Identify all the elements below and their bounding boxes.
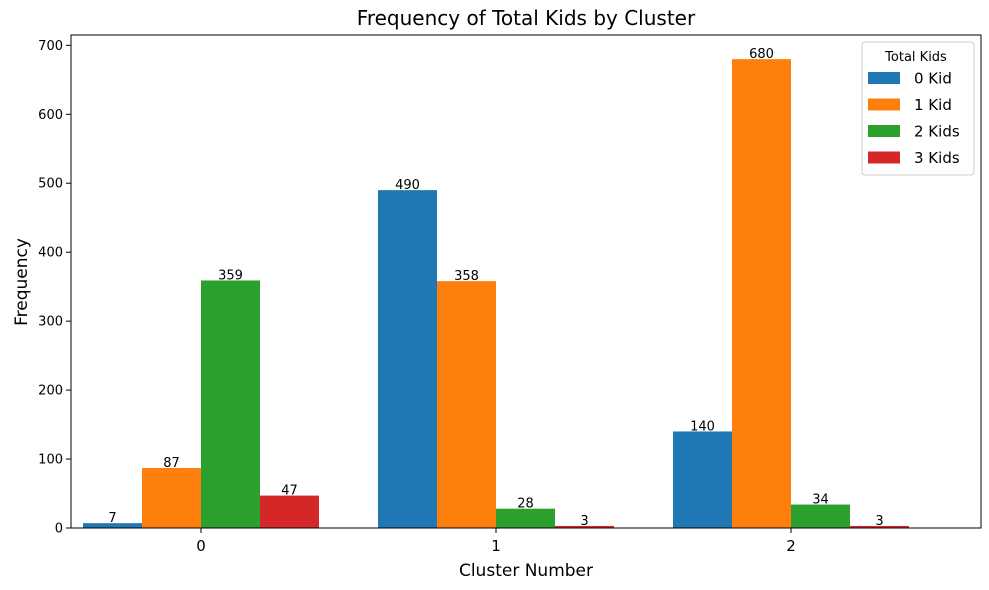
bar: [732, 59, 791, 528]
data-label: 358: [454, 269, 479, 284]
data-label: 680: [749, 47, 774, 62]
x-tick-label: 2: [786, 537, 796, 555]
legend-swatch: [868, 72, 900, 84]
bar: [555, 525, 614, 528]
legend-title: Total Kids: [884, 50, 947, 65]
bar: [378, 190, 437, 528]
plot-area: 7 490 140 87 358 680 359 28 34 47 3 3 0 100 200 300 400 5…: [38, 34, 982, 555]
y-tick-label: 0: [55, 522, 63, 537]
y-tick-label: 400: [38, 246, 63, 261]
data-label: 140: [690, 419, 715, 434]
data-label: 3: [580, 514, 588, 529]
data-label: 3: [875, 514, 883, 529]
x-tick-label: 0: [196, 537, 206, 555]
bar: [437, 281, 496, 528]
y-tick-label: 500: [38, 177, 63, 192]
data-label: 87: [163, 456, 180, 471]
y-tick-label: 200: [38, 384, 63, 399]
chart-title: Frequency of Total Kids by Cluster: [357, 6, 696, 30]
bar: [142, 468, 201, 528]
bar: [496, 508, 555, 528]
bar: [201, 280, 260, 528]
legend-swatch: [868, 125, 900, 137]
y-tick-label: 300: [38, 315, 63, 330]
bar: [850, 525, 909, 528]
data-label: 490: [395, 178, 420, 193]
legend-label: 2 Kids: [914, 123, 960, 141]
x-tick-label: 1: [491, 537, 501, 555]
legend-items: 0 Kid 1 Kid 2 Kids 3 Kids: [868, 70, 960, 167]
legend-swatch: [868, 151, 900, 164]
y-tick-label: 700: [38, 39, 63, 54]
x-axis-label: Cluster Number: [459, 561, 593, 581]
legend-label: 1 Kid: [914, 96, 952, 114]
data-label: 47: [281, 484, 298, 499]
legend-label: 3 Kids: [914, 149, 960, 167]
bar: [260, 495, 319, 528]
y-axis-label: Frequency: [12, 238, 32, 326]
bar: [791, 504, 850, 528]
plot-frame: [70, 34, 982, 529]
legend: Total Kids 0 Kid 1 Kid 2 Kids 3 Kids: [861, 41, 975, 176]
data-label: 28: [517, 497, 534, 512]
bar: [673, 431, 732, 528]
legend-swatch: [868, 98, 900, 111]
data-label: 7: [108, 511, 116, 526]
data-label: 359: [218, 268, 243, 283]
legend-label: 0 Kid: [914, 70, 952, 88]
data-label: 34: [812, 493, 829, 508]
y-tick-label: 600: [38, 108, 63, 123]
y-tick-label: 100: [38, 453, 63, 468]
bar: [83, 523, 142, 528]
